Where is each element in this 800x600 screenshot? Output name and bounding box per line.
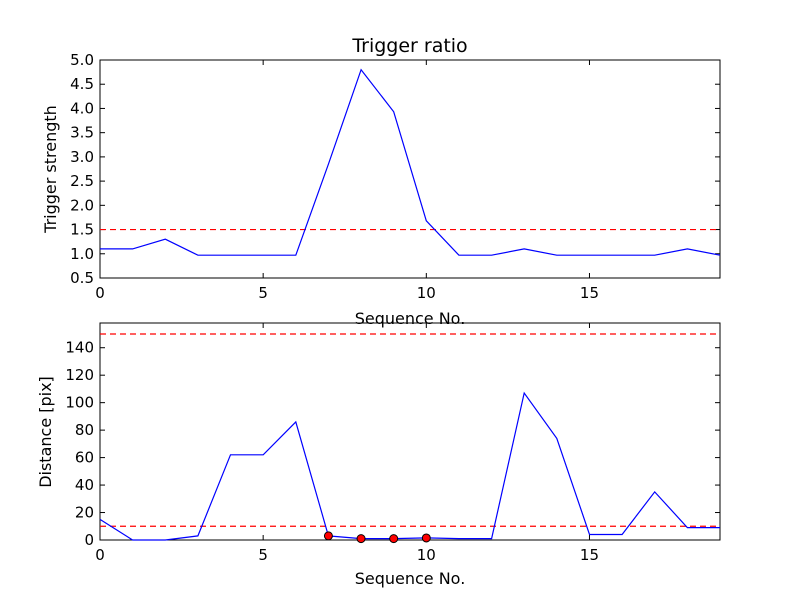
data-point-marker [323, 531, 333, 541]
plot-area: 0 5 10 15 0 20 40 60 80 100 120 140 [65, 323, 720, 564]
y-tick-label: 40 [75, 476, 94, 494]
x-tick-label: 15 [580, 284, 599, 302]
y-tick-label: 3.5 [70, 124, 94, 142]
x-tick-label: 10 [417, 546, 436, 564]
x-tick-label: 5 [258, 546, 268, 564]
y-tick-label: 1.0 [70, 245, 94, 263]
x-tick-label: 10 [417, 284, 436, 302]
y-tick-label: 60 [75, 449, 94, 467]
x-tick-label: 5 [258, 284, 268, 302]
x-axis-label: Sequence No. [355, 569, 466, 588]
series-line [100, 68, 721, 256]
y-axis-label: Distance [pix] [36, 376, 55, 488]
y-tick-label: 4.5 [70, 75, 94, 93]
y-axis-label: Trigger strength [41, 105, 60, 234]
y-tick-label: 0 [84, 531, 94, 549]
series-line [99, 391, 720, 541]
y-tick-label: 140 [65, 339, 94, 357]
y-tick-label: 2.5 [70, 172, 94, 190]
y-tick-label: 0.5 [70, 269, 94, 287]
data-point-marker [356, 534, 366, 544]
y-tick-label: 1.5 [70, 221, 94, 239]
plot-area: 0 5 10 15 0.5 1.0 1.5 2.0 2.5 3.0 3.5 4.0 4.5 5.0 [70, 51, 721, 302]
plot-frame [99, 59, 721, 279]
y-tick-label: 80 [75, 421, 94, 439]
data-point-marker [421, 533, 431, 543]
plot-frame [99, 322, 721, 541]
y-tick-label: 4.0 [70, 99, 94, 117]
chart-title: Trigger ratio [351, 35, 467, 57]
trigger-ratio-chart: Trigger ratio 0 5 10 15 0.5 1.0 1.5 2.0 2.5 3.0 3.… [41, 35, 721, 328]
y-tick-label: 3.0 [70, 148, 94, 166]
distance-chart: 0 5 10 15 0 20 40 60 80 100 120 140 Sequence No. Di… [36, 322, 721, 588]
y-tick-label: 20 [75, 504, 94, 522]
y-tick-label: 5.0 [70, 51, 94, 69]
x-tick-label: 0 [95, 546, 105, 564]
x-tick-label: 15 [580, 546, 599, 564]
y-tick-label: 100 [65, 394, 94, 412]
y-tick-label: 120 [65, 366, 94, 384]
data-point-marker [389, 534, 399, 544]
x-axis-label: Sequence No. [355, 309, 466, 328]
x-tick-label: 0 [95, 284, 105, 302]
y-tick-label: 2.0 [70, 196, 94, 214]
